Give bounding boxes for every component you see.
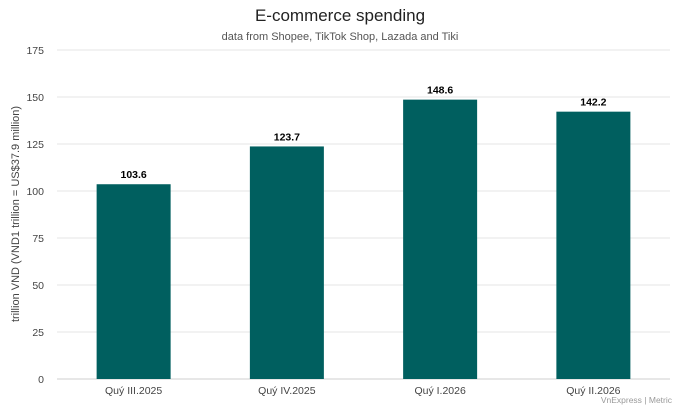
data-labels: 103.6 123.7 148.6 142.2 bbox=[120, 85, 606, 182]
x-tick-label: Quý II.2026 bbox=[566, 385, 620, 397]
y-tick-label: 100 bbox=[26, 186, 44, 198]
data-label: 123.7 bbox=[274, 131, 300, 143]
x-tick-label: Quý IV.2025 bbox=[258, 385, 316, 397]
y-axis-ticks: 0 25 50 75 100 125 150 175 bbox=[26, 45, 44, 386]
chart-subtitle: data from Shopee, TikTok Shop, Lazada an… bbox=[222, 31, 459, 43]
bar bbox=[403, 99, 478, 379]
bars bbox=[96, 99, 631, 379]
y-tick-label: 150 bbox=[26, 92, 44, 104]
y-tick-label: 50 bbox=[32, 280, 44, 292]
data-label: 148.6 bbox=[427, 85, 453, 97]
y-tick-label: 175 bbox=[26, 45, 44, 57]
bar bbox=[249, 146, 324, 379]
y-tick-label: 25 bbox=[32, 327, 44, 339]
y-tick-label: 75 bbox=[32, 233, 44, 245]
data-label: 103.6 bbox=[120, 169, 146, 181]
y-tick-label: 0 bbox=[38, 374, 44, 386]
x-tick-label: Quý I.2026 bbox=[414, 385, 466, 397]
x-axis-ticks: Quý III.2025 Quý IV.2025 Quý I.2026 Quý II.… bbox=[105, 385, 621, 397]
y-tick-label: 125 bbox=[26, 139, 44, 151]
source-credit: VnExpress | Metric bbox=[601, 395, 673, 405]
data-label: 142.2 bbox=[580, 97, 606, 109]
x-tick-label: Quý III.2025 bbox=[105, 385, 162, 397]
chart-title: E-commerce spending bbox=[255, 6, 425, 25]
bar bbox=[556, 111, 631, 379]
y-axis-label: trillion VND (VND1 trillion = US$37.9 mi… bbox=[10, 106, 22, 322]
bar bbox=[96, 184, 171, 379]
